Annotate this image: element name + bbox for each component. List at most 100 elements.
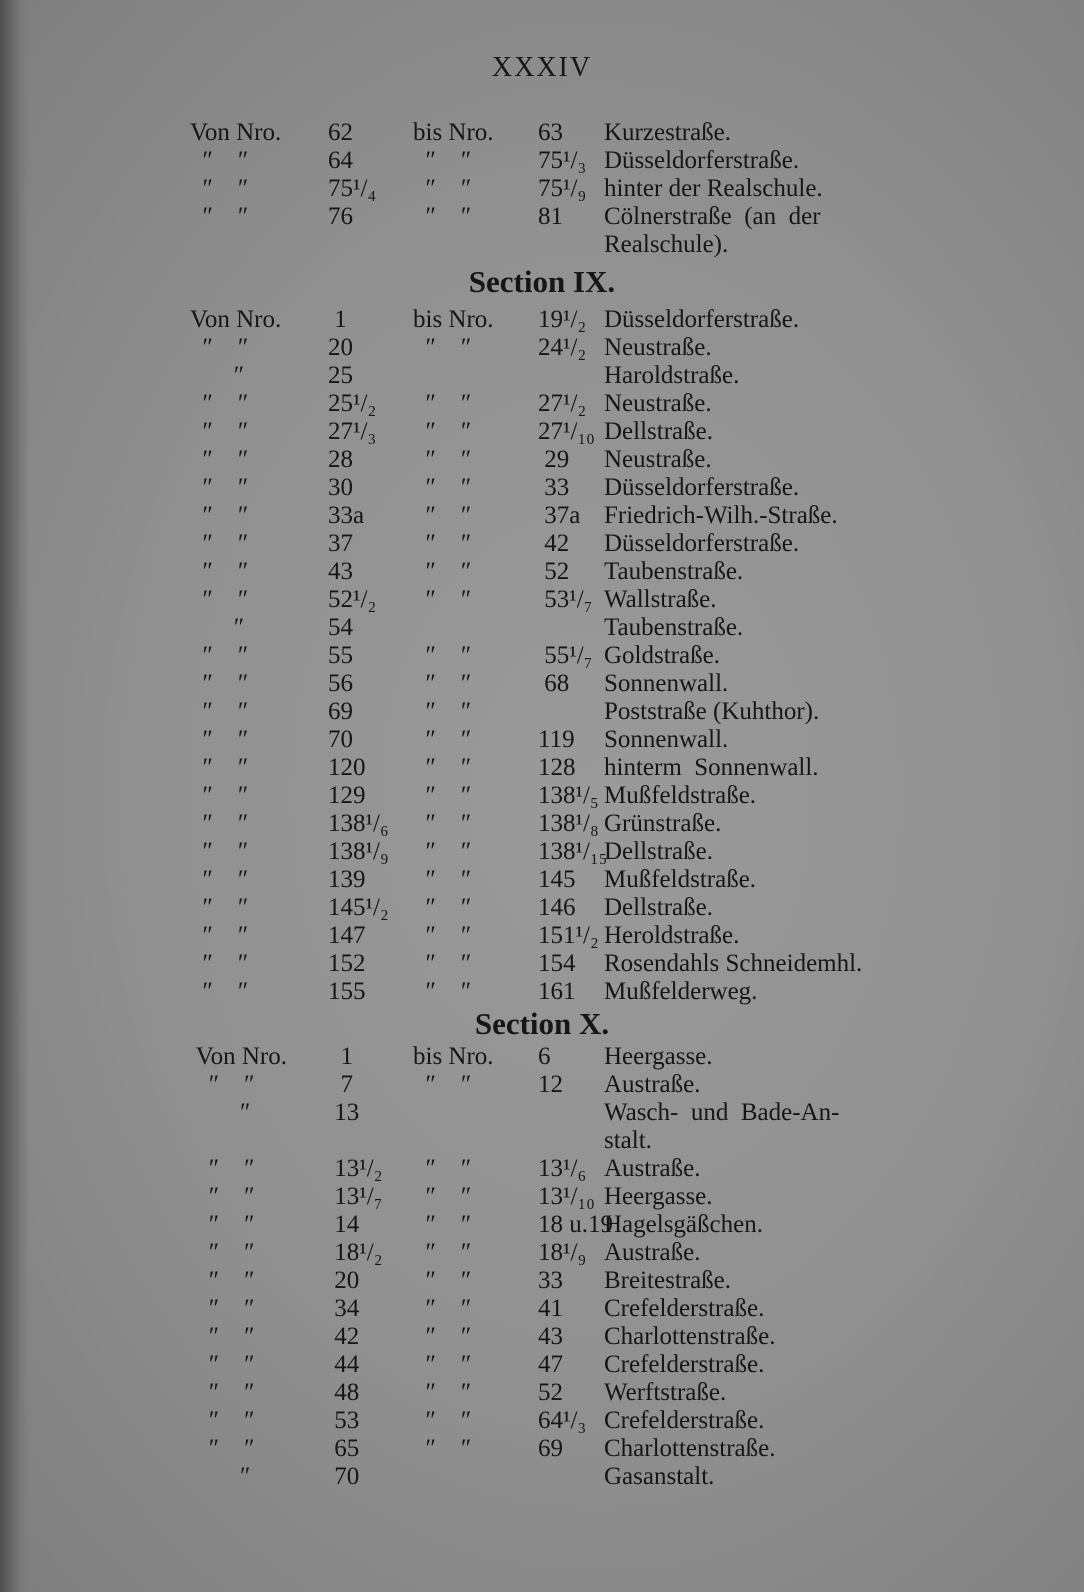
street-name: Mußfeldstraße. <box>604 866 757 893</box>
to-label: bis Nro. <box>413 1043 494 1070</box>
to-label: ″ ″ <box>413 894 472 921</box>
from-number: 53 <box>328 1407 360 1434</box>
to-number: 24¹/₂ <box>538 334 587 361</box>
from-number: 25 <box>328 362 353 389</box>
table-row: ″ 25 Haroldstraße. <box>0 362 1084 390</box>
to-label: ″ ″ <box>413 670 472 697</box>
table-row: ″ ″ 70 ″ ″ 119 Sonnenwall. <box>0 726 1084 754</box>
table-row: ″ ″ 155 ″ ″ 161 Mußfelderweg. <box>0 978 1084 1006</box>
to-label: bis Nro. <box>413 119 494 146</box>
from-label: ″ ″ <box>190 866 249 893</box>
from-label: ″ ″ <box>190 390 249 417</box>
to-number: 128 <box>538 754 576 781</box>
to-number: 37a <box>538 502 581 529</box>
from-number: 75¹/₄ <box>328 175 377 202</box>
table-row: ″ ″ 76 ″ ″ 81 Cölnerstraße (an der <box>0 203 1084 231</box>
street-name: Breitestraße. <box>604 1267 732 1294</box>
from-label: ″ <box>190 614 245 641</box>
street-name: Wallstraße. <box>604 586 717 613</box>
street-name: Realschule). <box>604 231 729 258</box>
to-number: 27¹/₁₀ <box>538 418 595 445</box>
table-row: ″ 13 Wasch- und Bade-An- <box>0 1099 1084 1127</box>
street-name: Düsseldorferstraße. <box>604 306 800 333</box>
to-label: ″ ″ <box>413 147 472 174</box>
to-number: 81 <box>538 203 563 230</box>
from-number: 43 <box>328 558 353 585</box>
from-label: ″ ″ <box>190 698 249 725</box>
from-label: ″ ″ <box>190 1183 255 1210</box>
table-row: ″ ″ 152 ″ ″ 154 Rosendahls Schneidemhl. <box>0 950 1084 978</box>
street-name: Charlottenstraße. <box>604 1435 776 1462</box>
table-row: ″ ″ 20 ″ ″ 33 Breitestraße. <box>0 1267 1084 1295</box>
table-row: ″ ″ 7 ″ ″ 12 Austraße. <box>0 1071 1084 1099</box>
street-name: Friedrich-Wilh.-Straße. <box>604 502 838 529</box>
from-number: 48 <box>328 1379 360 1406</box>
street-name: Cölnerstraße (an der <box>604 203 821 230</box>
to-label: ″ ″ <box>413 446 472 473</box>
from-number: 145¹/₂ <box>328 894 389 921</box>
section-ix-list: Von Nro. 1 bis Nro. 19¹/₂ Düsseldorferstraß… <box>0 306 1084 1006</box>
from-label: ″ ″ <box>190 530 249 557</box>
to-number: 19¹/₂ <box>538 306 587 333</box>
street-name: hinter der Realschule. <box>604 175 823 202</box>
page-number: XXXIV <box>491 52 593 83</box>
from-number: 1 <box>328 306 347 333</box>
from-number: 138¹/₆ <box>328 810 389 837</box>
to-label: ″ ″ <box>413 203 472 230</box>
to-label: ″ ″ <box>413 1155 472 1182</box>
to-label: ″ ″ <box>413 1435 472 1462</box>
to-label: ″ ″ <box>413 586 472 613</box>
to-number: 151¹/₂ <box>538 922 599 949</box>
street-name: Crefelderstraße. <box>604 1407 765 1434</box>
from-number: 42 <box>328 1323 360 1350</box>
from-number: 52¹/₂ <box>328 586 377 613</box>
street-name: Austraße. <box>604 1071 701 1098</box>
to-label: ″ ″ <box>413 754 472 781</box>
from-label: ″ ″ <box>190 474 249 501</box>
to-label: ″ ″ <box>413 866 472 893</box>
to-number: 52 <box>538 558 570 585</box>
table-row: ″ ″ 42 ″ ″ 43 Charlottenstraße. <box>0 1323 1084 1351</box>
table-row: Realschule). <box>0 231 1084 259</box>
street-name: stalt. <box>604 1127 652 1154</box>
to-number: 13¹/₁₀ <box>538 1183 595 1210</box>
table-row: ″ ″ 64 ″ ″ 75¹/₃ Düsseldorferstraße. <box>0 147 1084 175</box>
street-name: Düsseldorferstraße. <box>604 147 800 174</box>
to-label: ″ ″ <box>413 474 472 501</box>
street-name: Crefelderstraße. <box>604 1351 765 1378</box>
table-row: ″ ″ 14 ″ ″ 18 u.19 Hagelsgäßchen. <box>0 1211 1084 1239</box>
to-label: ″ ″ <box>413 558 472 585</box>
from-label: ″ ″ <box>190 175 249 202</box>
street-name: Neustraße. <box>604 390 712 417</box>
table-row: ″ ″ 37 ″ ″ 42 Düsseldorferstraße. <box>0 530 1084 558</box>
street-name: Taubenstraße. <box>604 558 744 585</box>
to-number: 42 <box>538 530 570 557</box>
from-label: ″ ″ <box>190 894 249 921</box>
from-label: ″ ″ <box>190 922 249 949</box>
table-row: ″ ″ 55 ″ ″ 55¹/₇ Goldstraße. <box>0 642 1084 670</box>
to-number: 29 <box>538 446 570 473</box>
to-number: 146 <box>538 894 576 921</box>
to-label: ″ ″ <box>413 390 472 417</box>
from-label: ″ ″ <box>190 1295 255 1322</box>
from-number: 152 <box>328 950 366 977</box>
from-label: ″ ″ <box>190 1155 255 1182</box>
street-name: Dellstraße. <box>604 418 713 445</box>
from-number: 20 <box>328 334 353 361</box>
street-name: Charlottenstraße. <box>604 1323 776 1350</box>
from-number: 27¹/₃ <box>328 418 377 445</box>
street-name: Hagelsgäßchen. <box>604 1211 763 1238</box>
street-name: Neustraße. <box>604 446 712 473</box>
street-name: Rosendahls Schneidemhl. <box>604 950 863 977</box>
from-label: ″ ″ <box>190 1323 255 1350</box>
to-number: 145 <box>538 866 576 893</box>
street-name: Heroldstraße. <box>604 922 740 949</box>
to-number: 68 <box>538 670 570 697</box>
from-number: 18¹/₂ <box>328 1239 383 1266</box>
from-number: 76 <box>328 203 353 230</box>
to-number: 27¹/₂ <box>538 390 587 417</box>
to-label: ″ ″ <box>413 950 472 977</box>
table-row: ″ ″ 43 ″ ″ 52 Taubenstraße. <box>0 558 1084 586</box>
to-label: ″ ″ <box>413 1379 472 1406</box>
